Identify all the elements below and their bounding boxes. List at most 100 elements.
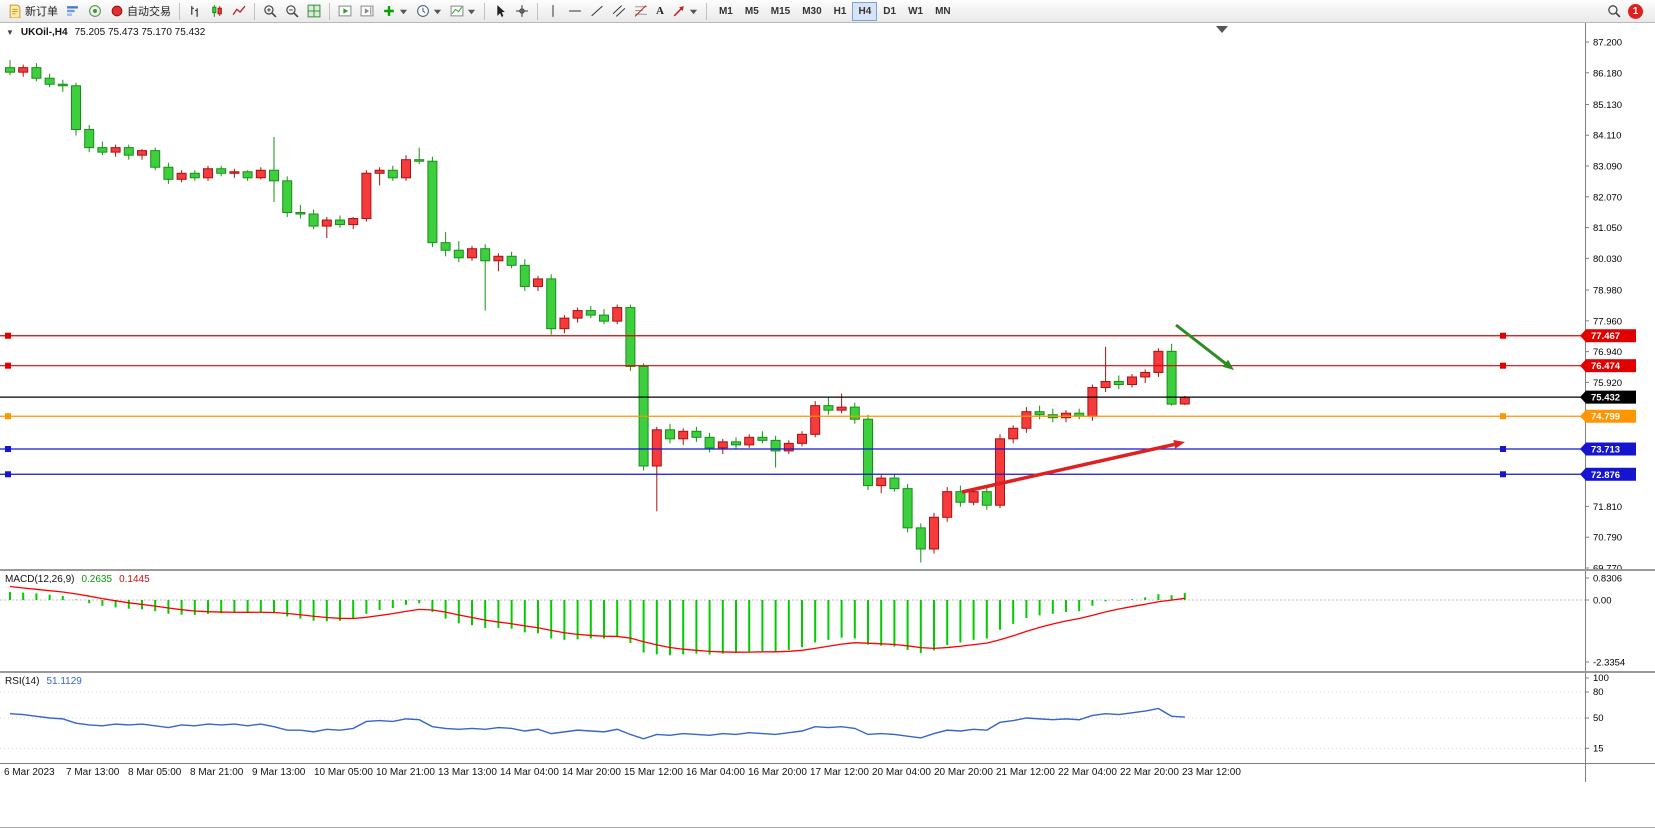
candle-chart-mode-button[interactable]	[206, 1, 228, 21]
candle-bearish	[585, 306, 596, 319]
time-axis[interactable]: 6 Mar 2023 7 Mar 13:00 8 Mar 05:00 8 Mar 21…	[0, 763, 1655, 782]
timeframe-button-h1[interactable]: H1	[833, 5, 847, 17]
price-axis-label: 76.940	[1593, 347, 1622, 358]
market-watch-button[interactable]	[62, 1, 84, 21]
time-axis-label: 6 Mar 2023	[4, 767, 55, 778]
price-axis-label: 83.090	[1593, 162, 1622, 173]
vertical-line-icon	[546, 4, 560, 18]
green-down-arrow[interactable]	[1175, 323, 1234, 370]
svg-text:75.432: 75.432	[1591, 393, 1620, 404]
trendline-tool-button[interactable]	[586, 1, 608, 21]
candle-bullish	[137, 149, 147, 160]
price-badge-75.432: 75.432	[1580, 390, 1636, 404]
cursor-icon	[497, 5, 505, 17]
price-chart-panel[interactable]: 87.200 86.180 85.130 84.110 83.090 82.070 81.0…	[0, 23, 1655, 569]
candle-bullish	[348, 217, 359, 230]
fibonacci-tool-button[interactable]	[630, 1, 652, 21]
candle-bearish	[242, 170, 253, 181]
autotrade-button[interactable]: 自动交易	[106, 1, 175, 21]
templates-button[interactable]	[446, 1, 480, 21]
candle-bearish	[915, 523, 926, 563]
line-handle[interactable]	[1500, 446, 1506, 453]
indicators-button[interactable]	[378, 1, 412, 21]
candle-bearish	[216, 165, 227, 177]
line-handle[interactable]	[5, 471, 11, 478]
time-axis-label: 9 Mar 13:00	[252, 767, 306, 778]
text-tool-icon: A	[656, 5, 664, 17]
timeframe-button-h4[interactable]: H4	[852, 1, 878, 21]
chart-shift-button[interactable]	[356, 1, 378, 21]
time-axis-label: 16 Mar 20:00	[748, 767, 807, 778]
price-badge-74.799: 74.799	[1580, 409, 1636, 423]
candle-bullish	[110, 144, 121, 157]
line-handle[interactable]	[1500, 362, 1506, 369]
new-order-button[interactable]: 新订单	[4, 1, 62, 21]
crosshair-tool-button[interactable]	[511, 1, 533, 21]
one-click-trading-expander-icon[interactable]: ▼	[6, 28, 14, 37]
channel-tool-button[interactable]	[608, 1, 630, 21]
bar-chart-icon	[188, 4, 202, 18]
line-handle[interactable]	[5, 446, 11, 453]
macd-name: MACD(12,26,9)	[5, 574, 75, 585]
line-handle[interactable]	[5, 413, 11, 420]
timeframe-button-m30[interactable]: M30	[802, 5, 822, 17]
line-chart-mode-button[interactable]	[228, 1, 250, 21]
candle-bearish	[427, 156, 438, 248]
zoom-in-button[interactable]	[259, 1, 281, 21]
tile-windows-button[interactable]	[303, 1, 325, 21]
template-chart-icon	[450, 4, 464, 18]
periods-button[interactable]	[412, 1, 446, 21]
horizontal-line-tool-button[interactable]	[564, 1, 586, 21]
data-window-button[interactable]	[84, 1, 106, 21]
candle-bearish	[5, 60, 15, 76]
svg-text:73.713: 73.713	[1591, 445, 1620, 456]
candle-bullish	[797, 431, 807, 447]
timeframe-button-mn[interactable]: MN	[935, 5, 951, 17]
panel-splitter[interactable]	[0, 671, 1655, 673]
line-handle[interactable]	[1500, 471, 1506, 478]
line-handle[interactable]	[1500, 332, 1506, 339]
candle-bearish	[625, 304, 636, 371]
candle-bearish	[387, 165, 398, 181]
candle-bullish	[493, 253, 504, 272]
zoom-out-button[interactable]	[281, 1, 303, 21]
panel-splitter[interactable]	[0, 569, 1655, 571]
vertical-line-tool-button[interactable]	[542, 1, 564, 21]
notification-badge[interactable]: 1	[1628, 3, 1643, 19]
candle-bullish	[651, 426, 662, 512]
chart-shift-icon	[360, 4, 374, 18]
macd-panel[interactable]: 0.8306 0.00 -2.3354	[0, 571, 1655, 671]
candle-bullish	[176, 170, 187, 183]
svg-text:74.799: 74.799	[1591, 412, 1620, 423]
line-handle[interactable]	[5, 362, 11, 369]
line-handle[interactable]	[1500, 413, 1506, 420]
candle-bearish	[282, 176, 293, 218]
timeframe-button-m15[interactable]: M15	[770, 5, 791, 17]
bar-chart-mode-button[interactable]	[184, 1, 206, 21]
candle-bearish	[44, 73, 55, 88]
main-toolbar: 新订单 自动交易	[0, 0, 1655, 23]
auto-scroll-button[interactable]	[334, 1, 356, 21]
candle-bearish	[163, 162, 174, 184]
timeframe-button-w1[interactable]: W1	[908, 5, 924, 17]
search-icon[interactable]	[1607, 4, 1621, 18]
timeframe-button-m1[interactable]: M1	[718, 5, 733, 17]
chart-shift-marker[interactable]	[1216, 26, 1228, 33]
candle-bearish	[453, 241, 464, 263]
candle-bullish	[18, 64, 29, 77]
text-tool-button[interactable]: A	[652, 1, 668, 21]
timeframe-button-m5[interactable]: M5	[744, 5, 759, 17]
candle-bearish	[506, 251, 517, 269]
candle-bullish	[321, 217, 332, 239]
toolbar-right-group: 1	[1607, 3, 1651, 19]
candle-bullish	[942, 487, 953, 522]
candle-bearish	[1074, 408, 1085, 420]
candle-bearish	[123, 144, 134, 160]
rsi-panel[interactable]: 100 80 50 15	[0, 673, 1655, 763]
arrows-tool-button[interactable]	[668, 1, 702, 21]
price-axis-label: 69.770	[1593, 564, 1622, 570]
red-up-arrow[interactable]	[961, 440, 1185, 494]
line-handle[interactable]	[5, 332, 11, 339]
cursor-tool-button[interactable]	[489, 1, 511, 21]
timeframe-button-d1[interactable]: D1	[883, 5, 897, 17]
